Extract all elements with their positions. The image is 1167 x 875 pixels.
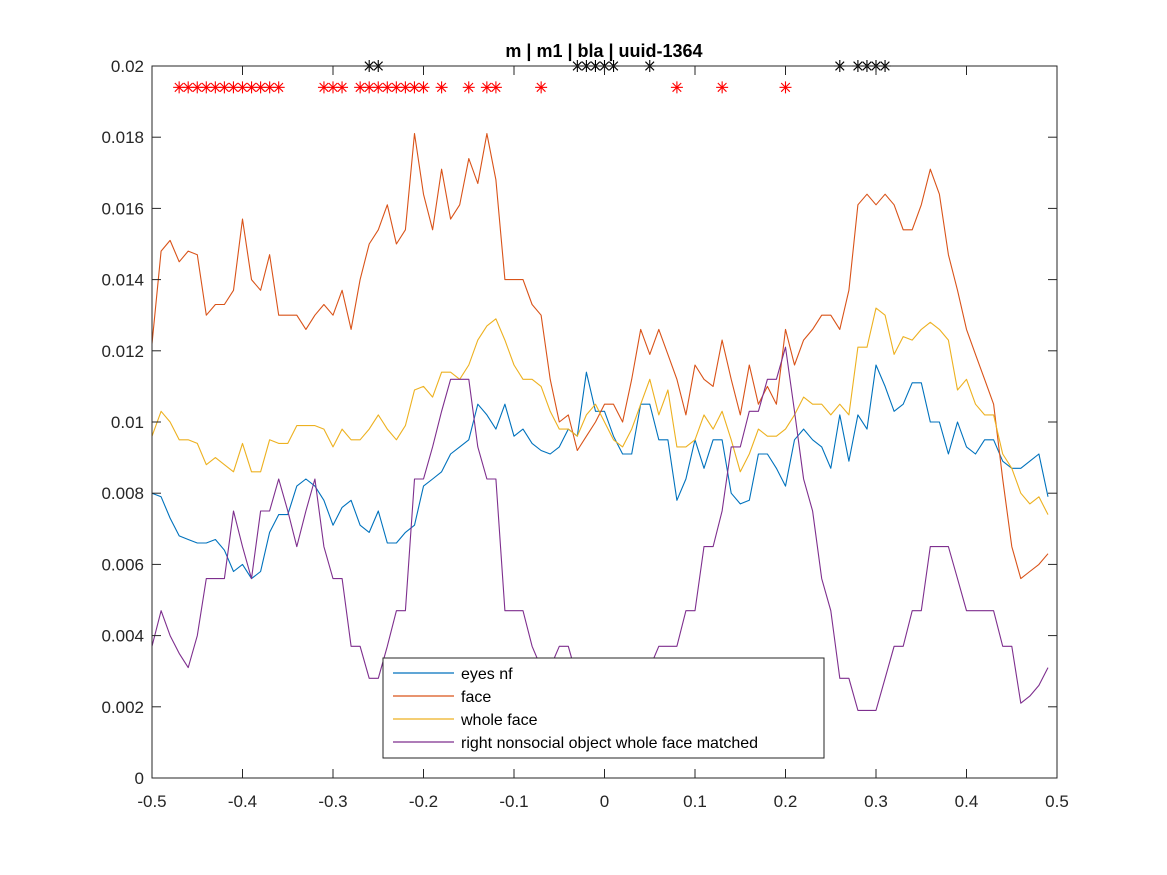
x-tick-label: -0.1 [499, 792, 528, 811]
y-tick-label: 0.02 [111, 57, 144, 76]
x-tick-label: 0 [600, 792, 609, 811]
legend-box [382, 657, 825, 759]
axes: -0.5 -0.4 -0.3 -0.2 -0.1 0 0.1 0.2 0.3 0.4 0.5 0 0.0… [101, 57, 1068, 811]
x-tick-label: 0.2 [774, 792, 798, 811]
asterisk-marker-red [779, 81, 792, 94]
asterisk-marker-red [209, 81, 222, 94]
series-line-3 [151, 307, 1049, 515]
legend-label: eyes nf [461, 666, 513, 683]
x-tick-label: -0.3 [318, 792, 347, 811]
legend-label: whole face [460, 712, 538, 729]
series-line-1 [151, 364, 1049, 580]
y-tick-label: 0.008 [101, 484, 144, 503]
asterisk-marker-red [535, 81, 548, 94]
asterisk-marker-red [354, 81, 367, 94]
y-tick-label: 0.016 [101, 199, 144, 218]
legend-label: face [461, 689, 491, 706]
asterisk-marker-red [417, 81, 430, 94]
y-tick-label: 0.014 [101, 271, 144, 290]
y-tick-label: 0.01 [111, 413, 144, 432]
x-tick-label: -0.5 [137, 792, 166, 811]
asterisk-marker-red [489, 81, 502, 94]
asterisk-marker-red [390, 81, 403, 94]
x-tick-label: 0.1 [683, 792, 707, 811]
x-tick-label: 0.4 [955, 792, 979, 811]
y-tick-label: 0.002 [101, 698, 144, 717]
y-tick-label: 0.004 [101, 627, 144, 646]
x-tick-label: 0.5 [1045, 792, 1069, 811]
legend-label: right nonsocial object whole face matche… [461, 735, 758, 752]
legend: eyes nf face whole face right nonsocial obj… [382, 657, 825, 759]
y-tick-label: 0.006 [101, 555, 144, 574]
x-tick-label: -0.2 [409, 792, 438, 811]
y-tick-label: 0.018 [101, 128, 144, 147]
x-tick-label: -0.4 [228, 792, 257, 811]
y-tick-label: 0 [135, 769, 144, 788]
asterisk-marker-red [462, 81, 475, 94]
asterisk-marker-red [191, 81, 204, 94]
asterisk-marker-red [272, 81, 285, 94]
asterisk-marker-red [399, 81, 412, 94]
asterisk-marker-red [716, 81, 729, 94]
y-tick-label: 0.012 [101, 342, 144, 361]
x-tick-label: 0.3 [864, 792, 888, 811]
asterisk-marker-red [670, 81, 683, 94]
asterisk-marker-red [435, 81, 448, 94]
asterisk-marker-red [336, 81, 349, 94]
chart-title: m | m1 | bla | uuid-1364 [505, 41, 702, 61]
